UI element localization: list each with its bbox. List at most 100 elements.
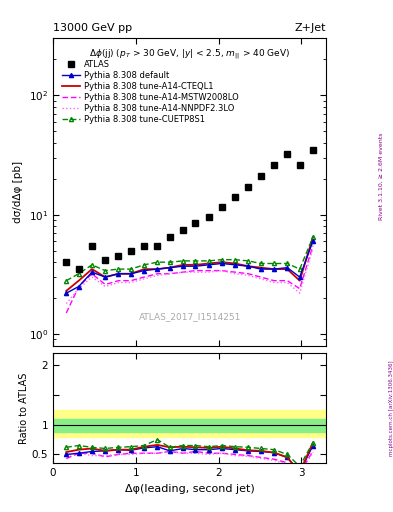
Pythia 8.308 tune-A14-MSTW2008LO (206, 268, 211, 274)
Line: Pythia 8.308 tune-CUETP8S1: Pythia 8.308 tune-CUETP8S1 (64, 235, 315, 283)
Pythia 8.308 tune-A14-CTEQL1 (76, 278, 81, 284)
Pythia 8.308 tune-A14-CTEQL1 (246, 263, 251, 269)
ATLAS (155, 243, 160, 249)
ATLAS (129, 247, 133, 253)
Pythia 8.308 tune-A14-NNPDF2.3LO (90, 274, 94, 280)
Pythia 8.308 default (167, 265, 172, 271)
ATLAS (193, 220, 198, 226)
Pythia 8.308 tune-A14-MSTW2008LO (310, 243, 315, 249)
ATLAS (167, 234, 172, 240)
Pythia 8.308 tune-A14-NNPDF2.3LO (193, 269, 198, 275)
Pythia 8.308 tune-A14-NNPDF2.3LO (129, 280, 133, 286)
Pythia 8.308 tune-A14-CTEQL1 (298, 278, 302, 284)
Pythia 8.308 tune-A14-NNPDF2.3LO (155, 272, 160, 279)
Line: ATLAS: ATLAS (64, 147, 316, 272)
Pythia 8.308 tune-CUETP8S1 (220, 257, 224, 263)
Pythia 8.308 tune-A14-CTEQL1 (233, 261, 237, 267)
Pythia 8.308 tune-A14-CTEQL1 (129, 271, 133, 277)
Pythia 8.308 tune-A14-NNPDF2.3LO (246, 272, 251, 279)
Pythia 8.308 tune-A14-CTEQL1 (90, 266, 94, 272)
Pythia 8.308 tune-A14-NNPDF2.3LO (285, 280, 290, 286)
Pythia 8.308 tune-A14-CTEQL1 (285, 266, 290, 272)
Pythia 8.308 default (233, 262, 237, 268)
Pythia 8.308 default (220, 261, 224, 267)
Text: $\Delta\phi$(jj) ($p_T$ > 30 GeV, $|y|$ < 2.5, $m_{||}$ > 40 GeV): $\Delta\phi$(jj) ($p_T$ > 30 GeV, $|y|$ … (89, 48, 290, 62)
Pythia 8.308 tune-A14-MSTW2008LO (76, 284, 81, 290)
Pythia 8.308 tune-CUETP8S1 (206, 258, 211, 264)
Pythia 8.308 default (272, 266, 276, 272)
ATLAS (76, 266, 81, 272)
Pythia 8.308 tune-A14-CTEQL1 (181, 262, 185, 268)
Pythia 8.308 tune-CUETP8S1 (298, 266, 302, 272)
Pythia 8.308 default (90, 269, 94, 275)
ATLAS (298, 162, 302, 168)
Text: ATLAS_2017_I1514251: ATLAS_2017_I1514251 (138, 312, 241, 321)
Pythia 8.308 tune-CUETP8S1 (285, 261, 290, 267)
Pythia 8.308 tune-A14-NNPDF2.3LO (272, 280, 276, 286)
Pythia 8.308 default (103, 274, 108, 280)
Pythia 8.308 tune-A14-NNPDF2.3LO (76, 286, 81, 292)
Pythia 8.308 tune-A14-NNPDF2.3LO (116, 280, 121, 286)
Pythia 8.308 default (246, 263, 251, 269)
Pythia 8.308 default (298, 274, 302, 280)
ATLAS (272, 162, 276, 168)
Pythia 8.308 tune-A14-CTEQL1 (155, 266, 160, 272)
ATLAS (233, 194, 237, 200)
Line: Pythia 8.308 tune-A14-CTEQL1: Pythia 8.308 tune-A14-CTEQL1 (66, 237, 313, 291)
ATLAS (181, 226, 185, 232)
Pythia 8.308 tune-CUETP8S1 (129, 266, 133, 272)
Pythia 8.308 tune-A14-CTEQL1 (64, 288, 69, 294)
Pythia 8.308 default (193, 263, 198, 269)
ATLAS (90, 243, 94, 249)
Pythia 8.308 default (116, 271, 121, 277)
Pythia 8.308 default (155, 266, 160, 272)
Pythia 8.308 tune-A14-MSTW2008LO (285, 278, 290, 284)
Pythia 8.308 tune-A14-MSTW2008LO (259, 274, 263, 280)
ATLAS (259, 173, 263, 179)
Pythia 8.308 tune-CUETP8S1 (310, 234, 315, 240)
ATLAS (220, 204, 224, 210)
ATLAS (142, 243, 147, 249)
Pythia 8.308 tune-CUETP8S1 (167, 259, 172, 265)
Pythia 8.308 tune-CUETP8S1 (76, 271, 81, 277)
Pythia 8.308 tune-A14-NNPDF2.3LO (142, 276, 147, 282)
ATLAS (116, 253, 121, 259)
Pythia 8.308 tune-A14-CTEQL1 (206, 261, 211, 267)
Pythia 8.308 tune-A14-MSTW2008LO (298, 286, 302, 292)
Pythia 8.308 default (259, 266, 263, 272)
Pythia 8.308 tune-A14-MSTW2008LO (103, 282, 108, 288)
Pythia 8.308 tune-CUETP8S1 (181, 258, 185, 264)
Line: Pythia 8.308 tune-A14-NNPDF2.3LO: Pythia 8.308 tune-A14-NNPDF2.3LO (66, 249, 313, 304)
Pythia 8.308 tune-A14-NNPDF2.3LO (310, 246, 315, 252)
Pythia 8.308 default (181, 263, 185, 269)
Pythia 8.308 tune-A14-MSTW2008LO (193, 268, 198, 274)
Pythia 8.308 tune-A14-MSTW2008LO (167, 271, 172, 277)
Pythia 8.308 tune-A14-NNPDF2.3LO (181, 269, 185, 275)
Pythia 8.308 tune-A14-CTEQL1 (116, 271, 121, 277)
Pythia 8.308 tune-A14-NNPDF2.3LO (103, 284, 108, 290)
Pythia 8.308 tune-A14-MSTW2008LO (220, 268, 224, 274)
Pythia 8.308 tune-CUETP8S1 (233, 257, 237, 263)
Pythia 8.308 tune-A14-NNPDF2.3LO (220, 268, 224, 274)
Pythia 8.308 tune-A14-CTEQL1 (259, 265, 263, 271)
Line: Pythia 8.308 tune-A14-MSTW2008LO: Pythia 8.308 tune-A14-MSTW2008LO (66, 246, 313, 313)
Y-axis label: dσ/dΔφ [pb]: dσ/dΔφ [pb] (13, 161, 23, 223)
Pythia 8.308 tune-A14-CTEQL1 (103, 274, 108, 280)
Pythia 8.308 tune-A14-CTEQL1 (142, 266, 147, 272)
Text: mcplots.cern.ch [arXiv:1306.3436]: mcplots.cern.ch [arXiv:1306.3436] (389, 360, 393, 456)
ATLAS (246, 184, 251, 190)
Pythia 8.308 tune-A14-NNPDF2.3LO (259, 276, 263, 282)
Pythia 8.308 default (206, 262, 211, 268)
Pythia 8.308 tune-A14-CTEQL1 (310, 234, 315, 240)
Pythia 8.308 tune-A14-MSTW2008LO (181, 269, 185, 275)
Pythia 8.308 tune-A14-MSTW2008LO (246, 271, 251, 277)
Pythia 8.308 tune-A14-NNPDF2.3LO (64, 301, 69, 307)
Pythia 8.308 tune-A14-CTEQL1 (272, 266, 276, 272)
Pythia 8.308 tune-A14-CTEQL1 (220, 259, 224, 265)
Pythia 8.308 tune-CUETP8S1 (103, 268, 108, 274)
Text: Rivet 3.1.10, ≥ 2.6M events: Rivet 3.1.10, ≥ 2.6M events (379, 133, 384, 220)
Pythia 8.308 tune-A14-MSTW2008LO (272, 278, 276, 284)
ATLAS (103, 257, 108, 263)
Pythia 8.308 tune-CUETP8S1 (142, 262, 147, 268)
Text: 13000 GeV pp: 13000 GeV pp (53, 23, 132, 33)
